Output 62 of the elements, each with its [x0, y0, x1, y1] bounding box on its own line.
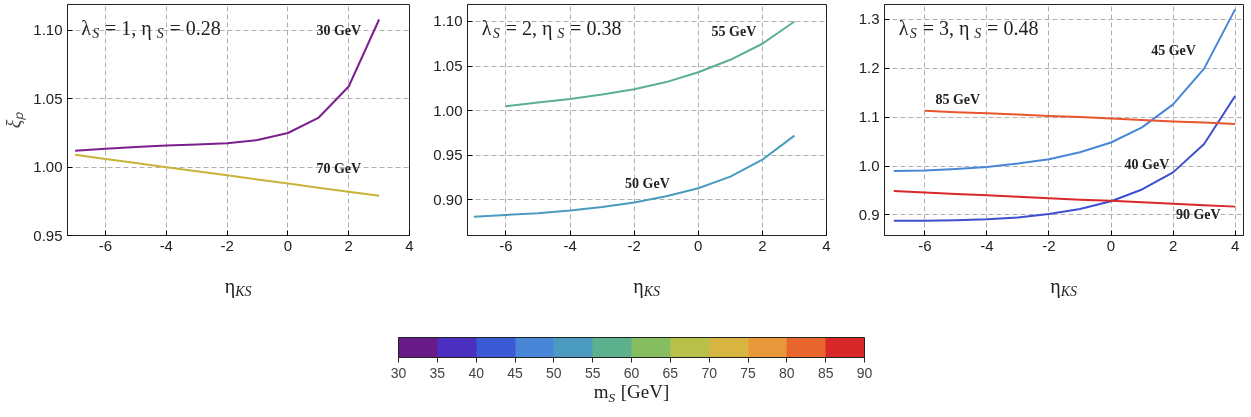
x-tick-label: -6	[499, 236, 513, 254]
x-tick-label: 0	[1106, 236, 1116, 254]
y-tick-label: 1.3	[858, 10, 880, 28]
y-axis-title: ξₚ	[3, 110, 27, 129]
x-tick-label: 2	[758, 236, 767, 254]
y-tick-label: 0.90	[433, 190, 463, 208]
x-tick-label: -2	[220, 236, 234, 254]
color-bar-label: 55	[584, 364, 601, 381]
line-series	[892, 189, 1237, 208]
y-tick-label: 1.00	[33, 158, 63, 176]
x-tick-label: -6	[98, 236, 113, 254]
x-tick-label: 0	[283, 236, 293, 254]
line-series	[74, 153, 381, 197]
color-bar-label: 65	[662, 364, 679, 381]
x-tick-label: 4	[1230, 236, 1240, 254]
x-tick-label: -6	[918, 236, 932, 254]
x-tick-label: -2	[627, 236, 641, 254]
annotation: 50 GeV	[625, 176, 670, 192]
annotation: 70 GeV	[316, 161, 362, 177]
y-tick-label: 1.10	[33, 21, 63, 39]
x-tick-label: 4	[822, 236, 831, 254]
y-tick-label: 1.1	[858, 108, 880, 126]
y-tick-label: 1.10	[433, 12, 463, 30]
color-bar-label: 35	[429, 364, 446, 381]
y-tick-label: 0.95	[433, 146, 463, 164]
color-bar-label: 60	[623, 364, 640, 381]
color-bar-label: 40	[468, 364, 485, 381]
annotation: 30 GeV	[316, 22, 362, 38]
color-bar-label: 85	[817, 364, 834, 381]
annotation: 85 GeV	[935, 92, 981, 108]
line-series	[472, 134, 796, 218]
y-tick-label: 0.9	[858, 205, 880, 223]
line-series	[74, 18, 381, 152]
x-tick-label: -2	[1042, 236, 1056, 254]
color-bar-label: 50	[546, 364, 562, 381]
y-tick-label: 1.0	[858, 157, 880, 174]
color-bar-label: 80	[779, 364, 795, 381]
color-bar-label: 45	[507, 364, 523, 381]
y-tick-label: 1.05	[433, 57, 463, 75]
color-bar-label: 75	[740, 364, 756, 381]
y-tick-label: 0.95	[33, 226, 63, 244]
y-tick-label: 1.05	[33, 89, 63, 107]
annotation: 40 GeV	[1124, 156, 1170, 172]
x-tick-label: -4	[980, 236, 994, 254]
x-tick-label: -4	[563, 236, 577, 254]
x-tick-label: 0	[694, 236, 703, 254]
line-series	[892, 95, 1237, 222]
y-tick-label: 1.00	[433, 101, 463, 119]
annotation: 55 GeV	[711, 23, 757, 39]
line-series	[892, 8, 1237, 172]
x-tick-label: 2	[1168, 236, 1178, 254]
x-tick-label: -4	[159, 236, 173, 254]
color-bar-label: 30	[390, 364, 407, 381]
line-series	[504, 20, 796, 108]
x-tick-label: 2	[344, 236, 353, 254]
y-tick-label: 1.2	[858, 59, 880, 77]
x-tick-label: 4	[405, 236, 414, 254]
annotation: 45 GeV	[1151, 42, 1196, 58]
line-series	[923, 109, 1237, 125]
color-bar-label: 70	[701, 364, 718, 381]
color-bar-label: 90	[856, 364, 873, 381]
annotation: 90 GeV	[1175, 206, 1221, 222]
